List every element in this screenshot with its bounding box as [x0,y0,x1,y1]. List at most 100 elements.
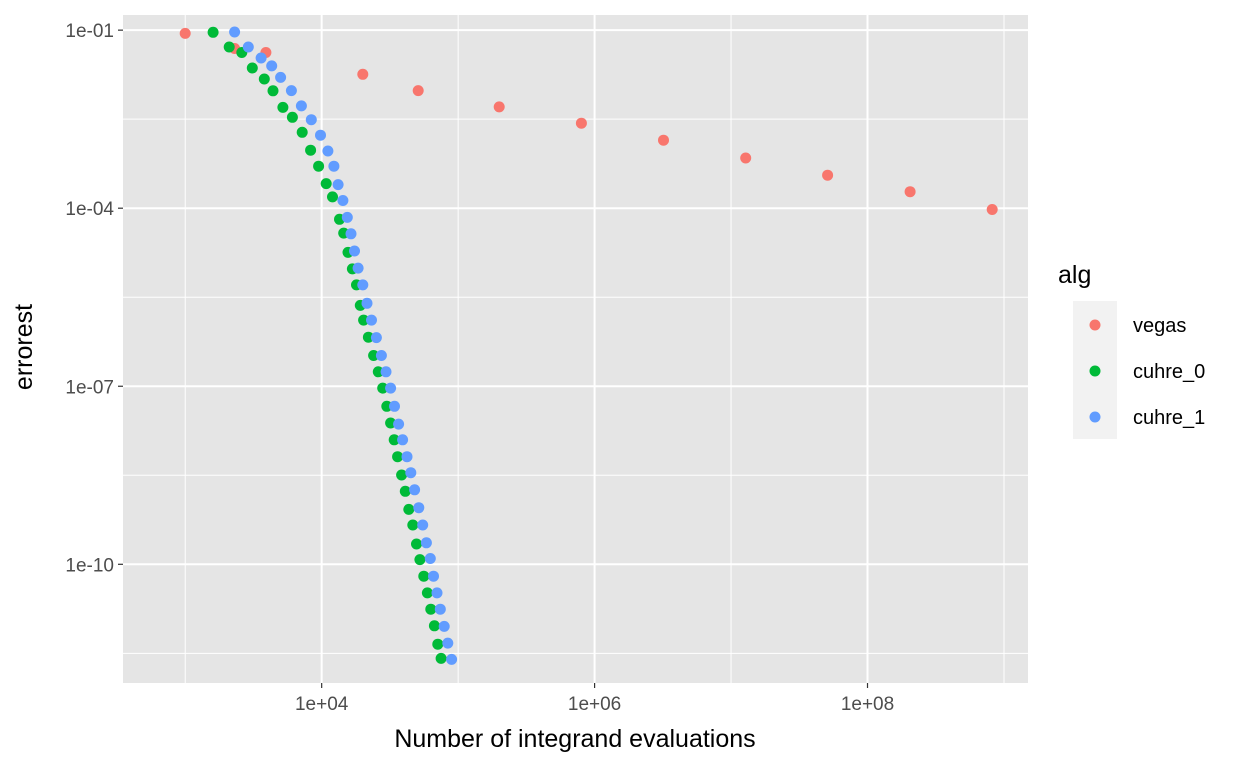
point-cuhre_0 [372,366,384,378]
point-cuhre_1 [428,570,439,582]
point-cuhre_0 [277,101,289,113]
point-cuhre_0 [296,126,308,138]
point-cuhre_1 [417,519,429,531]
point-vegas [179,27,191,39]
legend-key-cuhre_0 [1089,365,1101,377]
point-cuhre_0 [381,400,393,412]
point-cuhre_0 [428,620,440,632]
point-cuhre_1 [370,332,382,344]
plot-panel [123,15,1028,683]
y-tick-label: 1e-01 [65,21,114,42]
point-vegas [986,204,998,215]
legend-label-cuhre_1: cuhre_1 [1133,407,1205,429]
point-cuhre_0 [207,26,219,38]
point-vegas [904,186,916,198]
point-cuhre_1 [446,653,458,665]
point-cuhre_1 [305,114,317,126]
legend-label-vegas: vegas [1133,315,1186,337]
point-cuhre_0 [223,41,235,53]
point-cuhre_1 [375,350,387,361]
point-cuhre_1 [341,211,353,223]
point-cuhre_1 [431,587,443,599]
point-cuhre_1 [345,228,357,240]
point-cuhre_0 [286,111,298,123]
point-cuhre_0 [425,603,437,615]
point-cuhre_1 [357,279,369,291]
legend: alg vegas cuhre_0 cuhre_1 [1058,261,1205,439]
y-axis: 1e-01 1e-04 1e-07 1e-10 [65,21,123,576]
point-cuhre_0 [327,191,338,203]
point-cuhre_1 [397,434,409,446]
point-cuhre_1 [266,60,278,72]
point-vegas [357,68,369,80]
y-axis-title: errorest [10,304,38,390]
x-tick-label: 1e+06 [568,694,621,715]
point-cuhre_1 [295,100,307,112]
point-cuhre_1 [285,85,297,97]
point-cuhre_1 [242,41,254,53]
point-cuhre_0 [313,160,325,172]
point-cuhre_1 [361,297,373,309]
point-cuhre_0 [407,519,419,531]
x-axis-title: Number of integrand evaluations [394,725,755,753]
point-cuhre_1 [255,52,267,64]
point-cuhre_1 [275,71,287,83]
point-cuhre_0 [399,485,411,497]
point-cuhre_1 [328,160,340,172]
point-cuhre_0 [246,62,258,74]
point-vegas [740,152,752,164]
point-cuhre_0 [320,178,332,190]
point-cuhre_1 [393,418,405,430]
point-cuhre_1 [409,484,421,496]
data-points [179,26,998,665]
point-cuhre_1 [434,603,446,615]
point-cuhre_1 [322,145,334,157]
y-tick-label: 1e-10 [65,555,114,576]
point-cuhre_1 [385,382,397,394]
point-cuhre_0 [403,503,415,515]
point-cuhre_0 [377,382,389,394]
point-cuhre_0 [414,554,426,566]
point-cuhre_1 [229,26,241,38]
point-cuhre_1 [352,262,364,274]
minor-gridlines [123,15,1028,683]
legend-label-cuhre_0: cuhre_0 [1133,361,1205,383]
legend-title: alg [1058,261,1091,289]
point-vegas [575,117,587,129]
legend-key-cuhre_1 [1089,411,1101,423]
y-tick-label: 1e-04 [65,199,114,220]
point-vegas [493,101,505,113]
point-vegas [412,85,424,97]
point-cuhre_0 [435,652,447,664]
point-cuhre_0 [421,587,433,599]
point-cuhre_1 [366,314,377,326]
point-vegas [658,134,669,146]
point-cuhre_0 [368,350,380,361]
legend-key-vegas [1089,319,1101,331]
point-cuhre_1 [405,467,417,479]
point-cuhre_0 [418,570,430,582]
y-tick-label: 1e-07 [65,377,114,398]
x-axis: 1e+04 1e+06 1e+08 [295,683,894,715]
point-cuhre_1 [380,366,392,378]
point-cuhre_1 [337,195,349,206]
point-cuhre_0 [411,538,422,550]
point-cuhre_0 [305,144,317,156]
point-cuhre_1 [442,637,454,649]
point-cuhre_0 [392,451,404,463]
point-cuhre_0 [362,331,374,343]
point-cuhre_1 [315,129,326,141]
point-cuhre_1 [413,502,425,514]
point-cuhre_0 [258,73,270,85]
point-cuhre_1 [349,245,360,257]
point-cuhre_0 [267,85,279,97]
point-cuhre_1 [401,451,413,463]
point-cuhre_1 [424,553,436,564]
point-cuhre_1 [389,400,400,412]
point-cuhre_0 [396,469,408,481]
point-cuhre_0 [388,434,400,446]
point-cuhre_1 [420,537,432,549]
point-cuhre_1 [438,620,450,632]
point-cuhre_0 [358,314,370,326]
